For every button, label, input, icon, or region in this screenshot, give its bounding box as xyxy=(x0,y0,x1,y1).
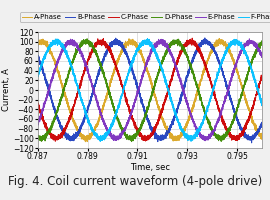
Line: C-Phase: C-Phase xyxy=(38,38,262,141)
B-Phase xyxy=(260,121,264,124)
B-Phase xyxy=(122,50,125,52)
Line: D-Phase: D-Phase xyxy=(38,39,262,142)
E-Phase xyxy=(248,38,251,40)
E-Phase xyxy=(221,108,224,111)
D-Phase xyxy=(260,44,264,46)
F-Phase xyxy=(260,103,264,105)
D-Phase xyxy=(171,41,174,44)
D-Phase xyxy=(77,46,80,48)
D-Phase xyxy=(221,137,224,139)
E-Phase xyxy=(182,90,185,92)
E-Phase xyxy=(260,55,264,58)
Line: B-Phase: B-Phase xyxy=(38,38,262,143)
E-Phase xyxy=(36,122,39,124)
F-Phase xyxy=(221,61,224,63)
D-Phase xyxy=(130,140,133,143)
F-Phase xyxy=(77,89,80,92)
A-Phase xyxy=(182,129,185,131)
C-Phase xyxy=(191,37,194,39)
C-Phase xyxy=(182,47,185,50)
C-Phase xyxy=(260,75,264,78)
F-Phase xyxy=(182,131,185,133)
Line: A-Phase: A-Phase xyxy=(38,38,262,142)
B-Phase xyxy=(203,41,207,43)
A-Phase xyxy=(171,136,174,138)
B-Phase xyxy=(250,142,253,144)
C-Phase xyxy=(54,140,57,142)
Line: E-Phase: E-Phase xyxy=(38,39,262,141)
A-Phase xyxy=(221,39,224,41)
A-Phase xyxy=(260,137,264,139)
D-Phase xyxy=(204,113,207,115)
D-Phase xyxy=(85,38,89,40)
E-Phase xyxy=(122,130,125,133)
E-Phase xyxy=(204,140,207,142)
C-Phase xyxy=(171,77,174,79)
A-Phase xyxy=(203,67,207,69)
E-Phase xyxy=(77,47,80,50)
C-Phase xyxy=(77,90,80,92)
X-axis label: Time, sec: Time, sec xyxy=(130,163,170,172)
C-Phase xyxy=(221,118,224,120)
A-Phase xyxy=(84,141,87,143)
C-Phase xyxy=(204,62,207,64)
A-Phase xyxy=(218,37,221,40)
A-Phase xyxy=(122,44,125,46)
F-Phase xyxy=(99,140,102,143)
Text: Fig. 4. Coil current waveform (4-pole drive): Fig. 4. Coil current waveform (4-pole dr… xyxy=(8,176,262,188)
F-Phase xyxy=(146,38,149,40)
C-Phase xyxy=(36,103,39,106)
E-Phase xyxy=(203,138,207,140)
B-Phase xyxy=(77,129,80,131)
B-Phase xyxy=(221,69,224,71)
D-Phase xyxy=(182,48,185,50)
F-Phase xyxy=(36,75,39,77)
B-Phase xyxy=(171,120,174,123)
A-Phase xyxy=(77,130,80,132)
D-Phase xyxy=(36,136,39,138)
C-Phase xyxy=(122,91,125,93)
Line: F-Phase: F-Phase xyxy=(38,39,262,141)
B-Phase xyxy=(182,89,185,91)
B-Phase xyxy=(36,56,39,58)
E-Phase xyxy=(171,55,174,58)
F-Phase xyxy=(122,90,125,93)
A-Phase xyxy=(36,41,39,44)
F-Phase xyxy=(171,100,174,103)
Legend: A-Phase, B-Phase, C-Phase, D-Phase, E-Phase, F-Phase: A-Phase, B-Phase, C-Phase, D-Phase, E-Ph… xyxy=(20,12,270,22)
B-Phase xyxy=(203,37,207,39)
Y-axis label: Current, A: Current, A xyxy=(2,69,11,111)
F-Phase xyxy=(204,114,207,117)
D-Phase xyxy=(122,132,125,134)
